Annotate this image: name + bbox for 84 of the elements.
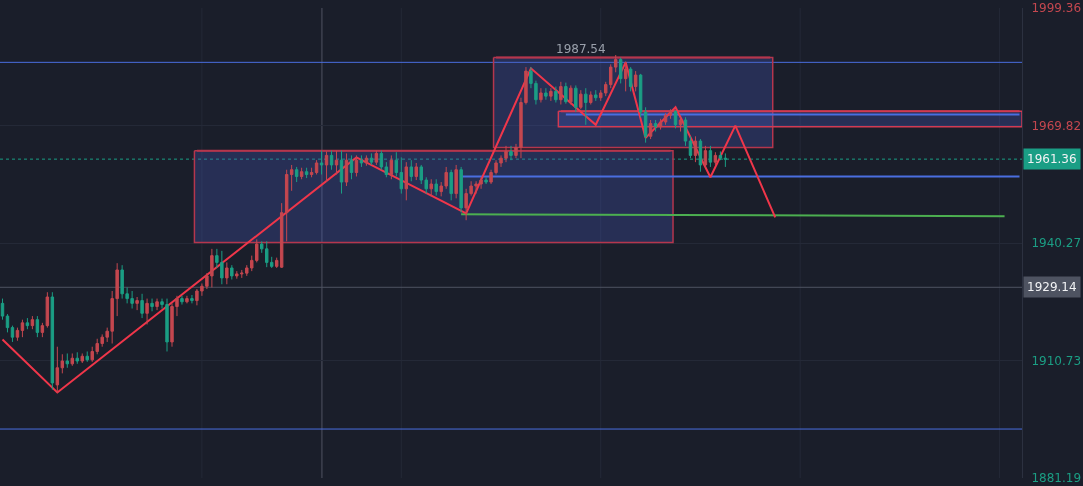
candlestick [0,298,5,321]
candlestick [334,150,339,175]
y-tick-label: 1910.73 [1031,353,1082,368]
candlestick [20,319,25,338]
candlestick [85,350,89,363]
candlestick [304,167,309,179]
candlestick [299,167,304,180]
candlestick [389,154,394,180]
candlestick [80,352,84,364]
candlestick [70,352,75,367]
candlestick [633,70,638,92]
candlestick [434,178,438,197]
candlestick [703,145,708,169]
candlestick [155,298,159,311]
candlestick [589,90,593,105]
candlestick [35,315,40,338]
candlestick [618,57,623,84]
candlestick [638,73,643,118]
candlestick [539,87,543,103]
y-tick-label: 1881.19 [1031,471,1082,486]
candlestick [309,167,314,178]
candlestick [75,351,79,365]
candlestick [668,108,673,120]
candlestick [65,352,70,369]
candlestick [180,295,184,306]
candlestick [414,162,418,181]
candlestick [25,317,30,330]
candlestick [713,151,718,166]
candlestick [225,261,229,285]
candlestick [653,119,658,133]
candlestick [559,81,563,105]
ref-line-label: 1929.14 [1027,280,1077,294]
candlestick [230,264,234,280]
candlestick [658,118,663,131]
candlestick [584,87,588,126]
candlestick [628,66,633,92]
candlestick [574,84,578,113]
candlestick [185,295,189,304]
candlestick [579,89,583,110]
candlestick [329,150,334,171]
y-tick-label: 1940.27 [1031,236,1082,251]
candlestick [459,166,463,214]
candlestick [15,327,20,342]
candlestick [449,169,453,201]
candlestick [454,164,458,199]
candlestick [354,154,359,177]
candlestick [10,325,15,343]
candlestick [294,166,299,183]
candlestick [549,87,553,102]
candlestick [55,346,60,393]
y-tick-label: 1969.82 [1031,118,1082,133]
candlestick [145,298,149,325]
candlestick [30,315,35,330]
candlestick [554,86,558,103]
candlestick [623,61,628,92]
candlestick [648,119,653,140]
candlestick [663,112,668,126]
candlestick [140,293,144,319]
candlestick [374,150,379,166]
candlestick [404,161,409,201]
candlestick [314,159,319,175]
candlestick [484,176,488,185]
candlestick [594,89,598,102]
candlestick [150,298,154,312]
candlestick [5,313,10,333]
candlestick [190,294,194,304]
candlestick [693,135,698,163]
line-series [1,61,777,394]
candlestick [50,291,55,391]
candlestick [364,154,369,167]
candlestick [683,116,688,147]
candlestick [544,87,548,101]
candlestick [324,150,329,183]
candlestick [678,116,683,133]
candlestick [429,178,433,197]
candlestick [344,152,349,187]
candlestick [135,296,139,311]
candlestick [643,106,648,144]
candlestick [569,84,573,105]
candlestick [564,82,568,105]
ref-line-label: 1961.36 [1027,152,1077,166]
annotation: 1987.54 [556,42,606,56]
candlestick [409,159,414,182]
y-tick-label: 1999.36 [1031,1,1082,16]
